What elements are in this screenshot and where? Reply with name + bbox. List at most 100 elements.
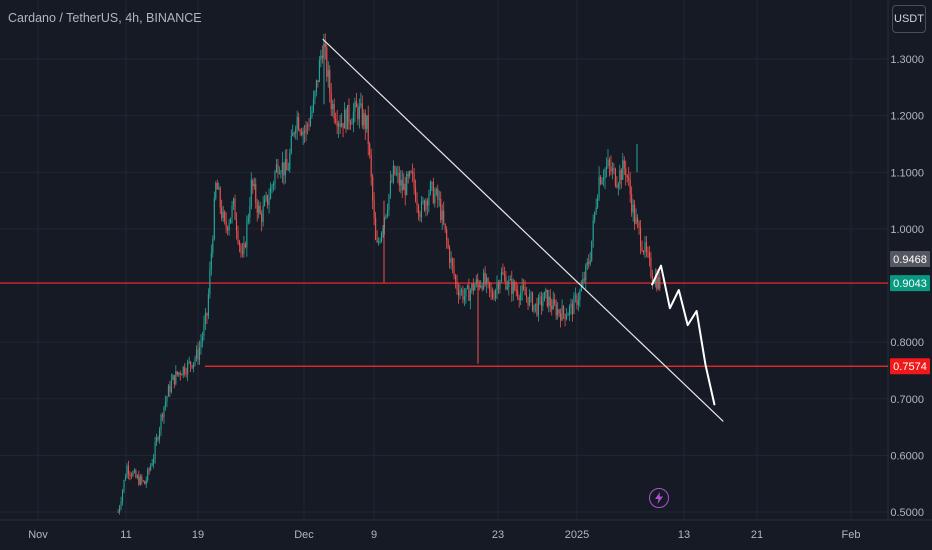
candle-body — [382, 227, 384, 233]
candle-143 — [329, 65, 331, 103]
lightning-bolt-icon[interactable] — [649, 488, 669, 508]
x-tick-label: 11 — [120, 529, 131, 541]
candle-241 — [474, 282, 476, 291]
candle-284 — [537, 294, 539, 322]
trend-line-group[interactable] — [322, 38, 724, 422]
candle-258 — [499, 279, 501, 294]
candle-273 — [521, 278, 523, 301]
candle-body — [262, 205, 264, 222]
candle-body — [460, 289, 463, 292]
candle-91 — [252, 178, 254, 194]
candle-body — [463, 296, 465, 300]
candle-214 — [434, 187, 436, 208]
candle-body — [318, 60, 320, 82]
candle-297 — [557, 301, 559, 320]
candle-body — [329, 70, 331, 93]
currency-button[interactable]: USDT — [892, 5, 926, 33]
candle-208 — [425, 197, 427, 217]
candle-251 — [489, 281, 491, 298]
candle-body — [138, 475, 140, 485]
candle-257 — [497, 279, 500, 294]
candle-217 — [438, 190, 440, 207]
candle-body — [212, 239, 214, 253]
candle-body — [170, 379, 172, 392]
candle-343 — [625, 160, 627, 186]
candle-274 — [523, 278, 525, 291]
candle-body — [645, 242, 648, 252]
candle-8 — [129, 471, 131, 481]
candle-148 — [336, 109, 338, 135]
candle-body — [317, 80, 319, 82]
candle-body — [511, 279, 513, 294]
candle-244 — [478, 280, 480, 291]
candle-body — [314, 91, 316, 99]
last-price-label: 0.9468 — [890, 250, 930, 267]
candle-body — [123, 480, 125, 491]
candle-body — [330, 92, 332, 110]
candle-3 — [121, 488, 124, 506]
candle-22 — [150, 463, 152, 472]
candle-body — [600, 176, 602, 185]
candle-body — [468, 285, 470, 301]
candle-51 — [193, 362, 195, 373]
candle-221 — [444, 223, 446, 233]
candle-body — [161, 414, 164, 418]
candle-240 — [472, 278, 474, 296]
candle-84 — [241, 242, 243, 258]
candle-body — [601, 180, 603, 185]
candle-186 — [392, 160, 394, 185]
candle-body — [560, 313, 562, 321]
candle-body — [135, 470, 137, 478]
candle-body — [521, 285, 523, 293]
candle-body — [432, 182, 434, 204]
candle-205 — [420, 195, 423, 223]
candle-25 — [154, 436, 156, 464]
candle-210 — [428, 189, 430, 213]
candle-body — [561, 306, 563, 321]
candle-body — [231, 205, 233, 218]
candle-body — [497, 283, 500, 290]
candle-body — [358, 105, 360, 120]
candle-body — [592, 220, 594, 241]
x-tick-label: Nov — [28, 529, 48, 541]
support-price-label-text: 0.9043 — [893, 278, 927, 290]
candle-body — [598, 176, 600, 198]
candle-body — [429, 182, 431, 195]
lower-price-label: 0.7574 — [890, 358, 930, 375]
candle-body — [378, 241, 380, 243]
candle-140 — [324, 33, 326, 60]
candle-47 — [187, 359, 189, 382]
candle-body — [339, 123, 341, 127]
candle-236 — [466, 284, 468, 290]
candle-body — [268, 198, 270, 205]
candle-80 — [235, 212, 238, 240]
candle-body — [619, 170, 621, 185]
candle-112 — [283, 162, 285, 185]
candle-318 — [588, 254, 590, 269]
candle-body — [447, 240, 449, 248]
candle-176 — [378, 237, 380, 246]
candle-154 — [345, 107, 347, 133]
candle-body — [549, 296, 551, 306]
candle-body — [395, 173, 397, 175]
candle-122 — [298, 112, 300, 132]
projection-path-group[interactable] — [651, 264, 716, 406]
candle-55 — [198, 340, 201, 365]
candle-body — [554, 299, 556, 305]
candle-76 — [230, 217, 232, 224]
candle-body — [179, 372, 181, 375]
candle-body — [124, 477, 127, 481]
candle-142 — [327, 61, 329, 88]
candle-321 — [592, 214, 594, 248]
candle-191 — [400, 170, 402, 194]
x-tick-label: Feb — [842, 529, 861, 541]
candle-291 — [548, 289, 550, 313]
candle-27 — [157, 435, 159, 442]
candle-26 — [156, 433, 158, 446]
candle-body — [292, 132, 294, 137]
candle-264 — [508, 275, 510, 296]
candle-body — [301, 131, 303, 136]
candle-body — [283, 162, 285, 176]
candle-body — [188, 361, 190, 363]
